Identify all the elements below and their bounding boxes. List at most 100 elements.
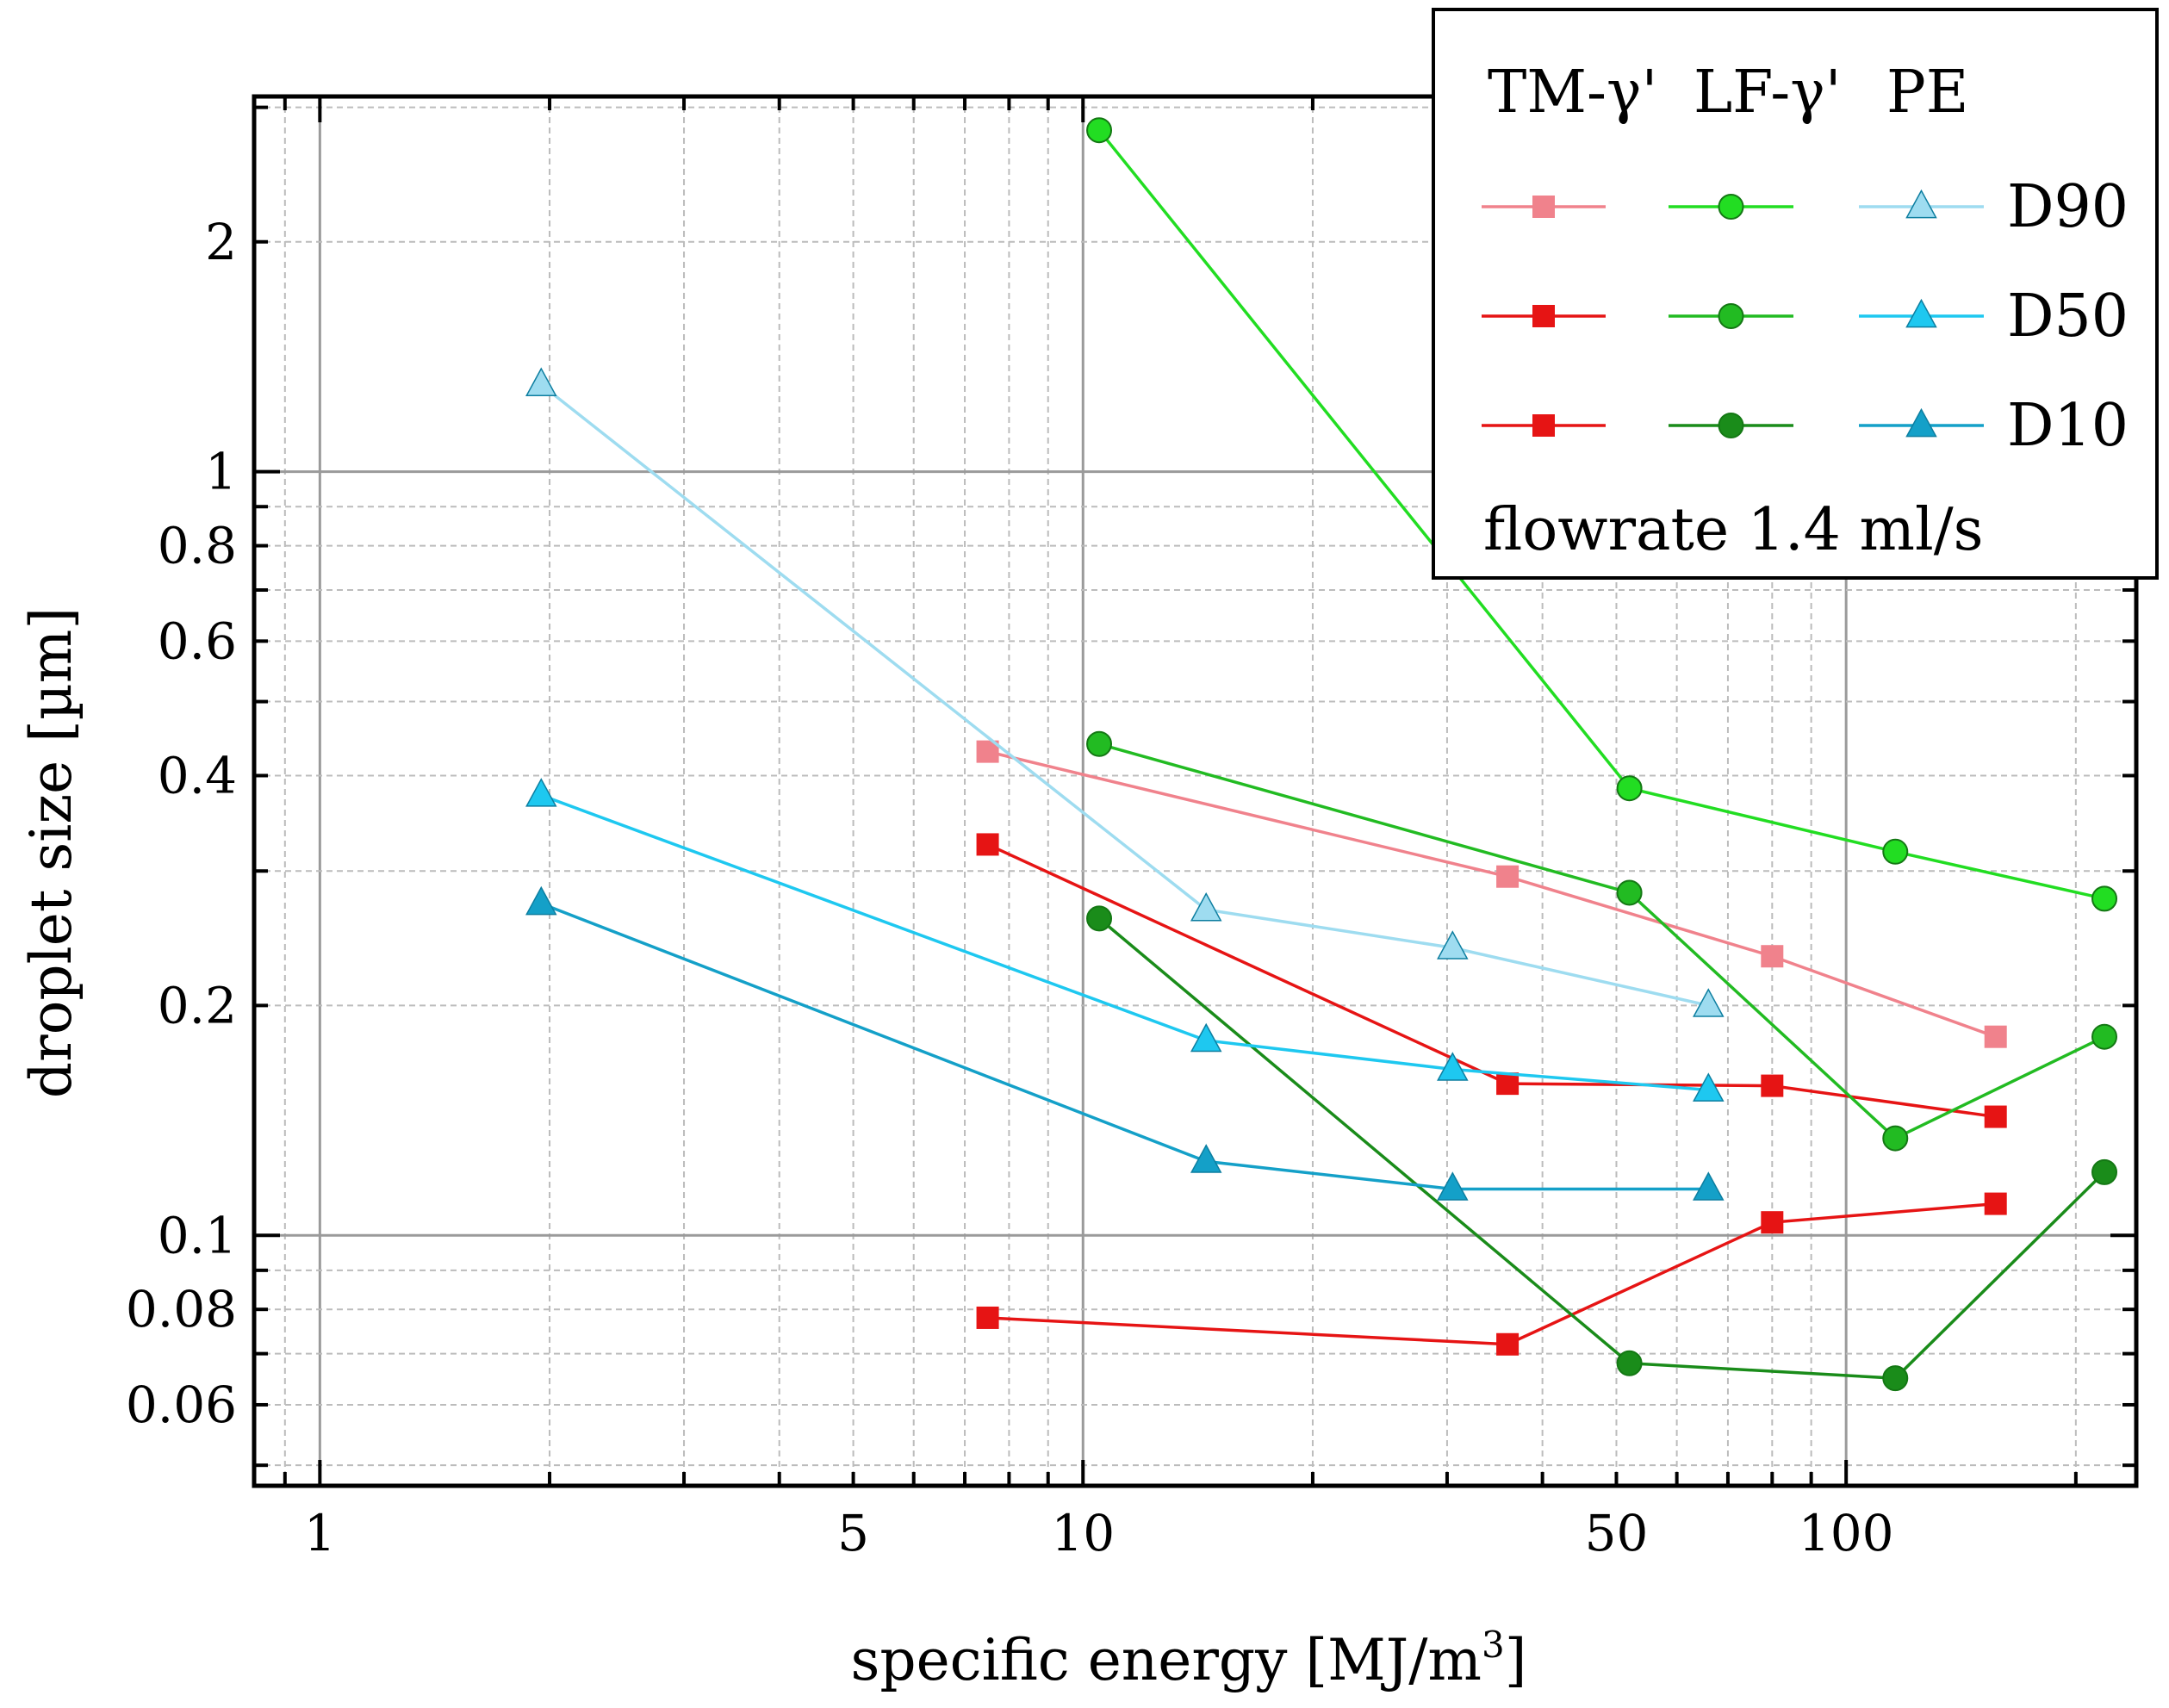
data-point xyxy=(1984,1025,2007,1048)
legend-marker xyxy=(1718,413,1744,438)
legend-marker xyxy=(1532,414,1555,437)
data-point xyxy=(1616,879,1643,906)
series-square-d90 xyxy=(976,740,2007,1048)
legend-sample xyxy=(1482,305,1606,327)
legend-sample xyxy=(1859,189,1984,219)
data-point xyxy=(1190,891,1222,922)
series-triangle-d10 xyxy=(525,885,1725,1201)
legend-row-d90: D90 xyxy=(2007,173,2129,241)
data-point xyxy=(976,1306,999,1329)
series-circle-d10 xyxy=(1086,905,2118,1392)
data-point xyxy=(1882,1365,1909,1392)
data-point xyxy=(1437,1171,1469,1201)
data-point xyxy=(1190,1144,1222,1173)
legend-sample xyxy=(1482,414,1606,437)
y-tick-label: 0.8 xyxy=(158,517,237,575)
series-line xyxy=(987,1202,1996,1346)
legend-marker xyxy=(1905,189,1937,219)
axis-ticks: 1 5 10 50 100 0.06 0.08 0.1 0.2 0.4 0.6 0.8 1 2 xyxy=(126,96,2136,1562)
series-circle-d50 xyxy=(1086,730,2118,1152)
legend-box xyxy=(1432,8,2159,580)
data-point xyxy=(1616,1350,1643,1376)
data-point xyxy=(2091,885,2118,912)
legend-marker xyxy=(1532,305,1555,327)
x-tick-label: 5 xyxy=(837,1504,869,1562)
y-tick-label: 0.06 xyxy=(126,1376,237,1434)
y-tick-label: 0.4 xyxy=(158,746,237,804)
y-tick-label: 2 xyxy=(205,213,237,271)
series-triangle-d50 xyxy=(525,778,1725,1102)
series-line xyxy=(1097,917,2106,1380)
series-line xyxy=(986,842,1996,1119)
x-tick-label: 1 xyxy=(304,1504,336,1562)
data-point xyxy=(1984,1192,2007,1215)
data-point xyxy=(1693,1072,1725,1102)
series-line xyxy=(540,902,1709,1191)
y-tick-label: 0.6 xyxy=(158,612,237,670)
legend-header-tm: TM-γ' xyxy=(1488,59,1657,127)
data-point xyxy=(2091,1158,2118,1185)
data-point xyxy=(1437,1052,1469,1081)
series-circle-d90 xyxy=(1086,117,2118,912)
data-point xyxy=(1496,1332,1520,1356)
data-point xyxy=(976,833,999,856)
data-point xyxy=(1190,1022,1222,1053)
data-point xyxy=(1086,730,1113,757)
legend-sample xyxy=(1669,194,1793,220)
data-point xyxy=(1882,1125,1909,1152)
data-point xyxy=(1616,775,1643,802)
x-tick-label: 50 xyxy=(1585,1504,1649,1562)
legend-sample xyxy=(1669,413,1793,438)
legend-sample xyxy=(1859,298,1984,328)
legend-marker xyxy=(1718,303,1744,329)
legend-sample xyxy=(1482,196,1606,218)
data-point xyxy=(525,367,557,396)
y-tick-label: 0.2 xyxy=(158,976,237,1034)
legend-marker xyxy=(1532,196,1555,218)
data-point xyxy=(1761,1074,1784,1097)
y-tick-label: 0.08 xyxy=(126,1280,237,1338)
series-layer xyxy=(525,117,2118,1392)
series-triangle-d90 xyxy=(525,367,1725,1017)
data-point xyxy=(1693,988,1725,1017)
series-square-d50 xyxy=(976,833,2007,1128)
data-point xyxy=(1761,1211,1784,1234)
plot-area-frame xyxy=(252,94,2139,1488)
data-point xyxy=(525,885,557,916)
series-square-d10 xyxy=(976,1192,2007,1356)
legend-header-pe: PE xyxy=(1886,59,1968,127)
x-axis-label: specific energy [MJ/m3] xyxy=(851,1624,1527,1693)
data-point xyxy=(1984,1105,2007,1128)
series-line xyxy=(987,749,1997,1039)
x-tick-label: 100 xyxy=(1799,1504,1894,1562)
data-point xyxy=(1496,865,1520,888)
legend-samples xyxy=(1482,189,1984,438)
legend-sample xyxy=(1859,407,1984,438)
data-point xyxy=(1693,1171,1725,1201)
grid xyxy=(254,96,2136,1486)
legend-sample xyxy=(1669,303,1793,329)
y-tick-label: 1 xyxy=(205,443,237,501)
data-point xyxy=(1761,945,1784,968)
data-point xyxy=(1496,1072,1520,1096)
data-point xyxy=(2091,1023,2118,1050)
data-point xyxy=(1086,117,1113,144)
x-tick-label: 10 xyxy=(1051,1504,1115,1562)
y-tick-label: 0.1 xyxy=(158,1206,237,1264)
legend-note: flowrate 1.4 ml/s xyxy=(1483,496,1984,564)
series-line xyxy=(540,793,1709,1092)
data-point xyxy=(1882,838,1909,865)
legend-marker xyxy=(1905,407,1937,438)
legend-header-lf: LF-γ' xyxy=(1694,59,1842,127)
legend-row-d50: D50 xyxy=(2007,283,2129,351)
series-line xyxy=(540,383,1709,1008)
legend: TM-γ' LF-γ' PE D90 D50 D10 flowrate 1.4 … xyxy=(1432,8,2159,580)
legend-row-d10: D10 xyxy=(2007,392,2129,460)
data-point xyxy=(1437,930,1469,960)
data-point xyxy=(525,778,557,807)
legend-marker xyxy=(1718,194,1744,220)
series-line xyxy=(1098,742,2105,1140)
y-axis-label: droplet size [µm] xyxy=(18,607,84,1098)
legend-marker xyxy=(1905,298,1937,328)
